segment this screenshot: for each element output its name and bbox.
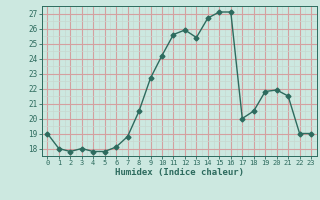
X-axis label: Humidex (Indice chaleur): Humidex (Indice chaleur) [115, 168, 244, 177]
